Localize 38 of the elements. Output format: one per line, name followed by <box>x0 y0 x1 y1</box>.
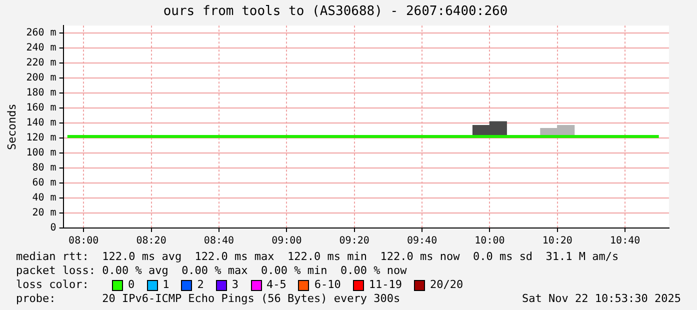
y-tick-label: 40 m <box>32 192 56 204</box>
x-tick-label: 10:20 <box>542 236 572 247</box>
text: Sat Nov 22 10:53:30 2025 <box>522 292 681 306</box>
y-axis-title: Seconds <box>5 104 18 150</box>
text: 6-10 <box>314 278 341 292</box>
y-tick-label: 260 m <box>26 28 56 39</box>
y-tick-label: 160 m <box>26 102 56 114</box>
x-tick-label: 09:00 <box>272 236 302 247</box>
text: 0 <box>128 278 135 292</box>
text: 11-19 <box>368 278 402 292</box>
text: 2 <box>197 278 204 292</box>
text: 4-5 <box>266 278 286 292</box>
x-tick-label: 08:00 <box>68 236 99 247</box>
text: 1 <box>162 278 170 292</box>
x-tick-label: 10:00 <box>474 236 505 247</box>
text: packet loss: 0.00 % avg 0.00 % max 0.00 % min 0.00 % now <box>16 264 408 278</box>
text: loss color: <box>16 278 90 292</box>
text: median rtt: 122.0 ms avg 122.0 ms max 122.0 ms min 122.0 ms now 0.0 ms sd 31.1 M am/s <box>16 250 620 264</box>
y-tick-label: 80 m <box>32 162 56 174</box>
chart-title: ours from tools to (AS30688) - 2607:6400:260 <box>163 4 508 20</box>
y-tick-label: 20 m <box>32 208 56 219</box>
x-tick-label: 08:40 <box>204 236 234 247</box>
y-tick-label: 60 m <box>32 178 56 189</box>
text: 3 <box>232 278 238 292</box>
x-tick-label: 09:40 <box>406 236 438 247</box>
y-tick-label: 140 m <box>26 118 56 129</box>
y-tick-label: 120 m <box>26 132 56 144</box>
y-tick-label: 180 m <box>26 88 56 99</box>
text: 20/20 <box>430 278 464 292</box>
y-tick-label: 220 m <box>26 58 56 69</box>
y-tick-label: 0 <box>50 222 56 234</box>
text: probe: 20 IPv6-ICMP Echo Pings (56 Bytes) every 300s <box>16 292 400 306</box>
x-tick-label: 08:20 <box>136 236 166 247</box>
y-tick-label: 100 m <box>26 148 56 159</box>
x-tick-label: 09:20 <box>339 236 370 247</box>
y-tick-label: 200 m <box>26 72 56 84</box>
x-tick-label: 10:40 <box>610 236 640 247</box>
y-tick-label: 240 m <box>26 42 56 54</box>
